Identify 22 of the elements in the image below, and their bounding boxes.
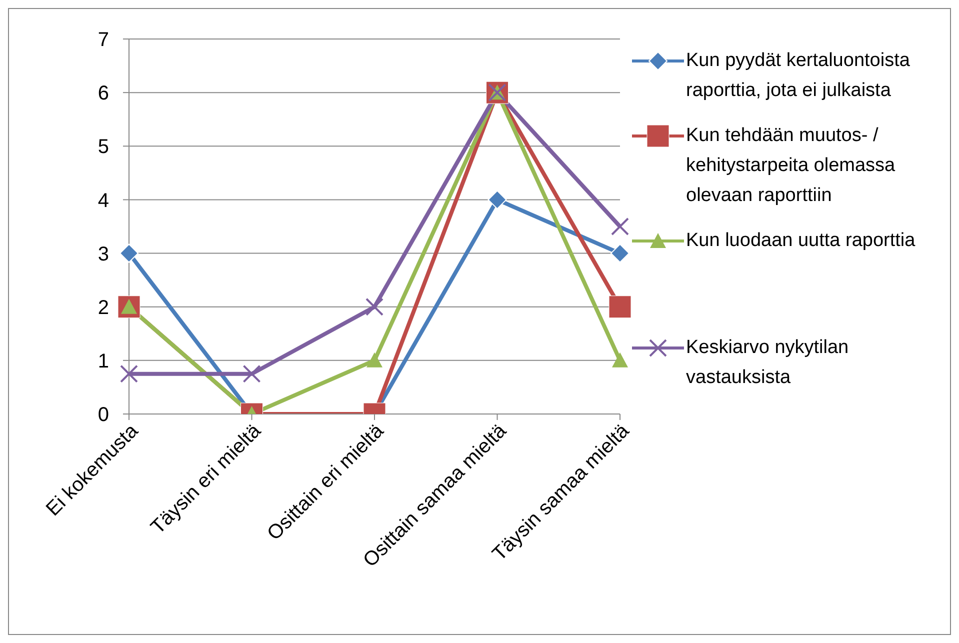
point (366, 298, 384, 316)
y-tick-label: 6 (98, 82, 109, 105)
y-tick-label: 0 (98, 404, 109, 426)
point (610, 244, 630, 263)
legend-label: Kun tehdään muutos- / kehitystarpeita olemassa olevaan raporttiin (686, 124, 896, 208)
legend-label: Kun luodaan uutta raporttia (686, 229, 916, 253)
y-tick-label: 5 (98, 136, 109, 158)
point (488, 190, 507, 210)
point (120, 364, 138, 383)
point (611, 218, 629, 236)
legend-label: Keskiarvo nykytilan vastauksista (686, 336, 850, 390)
point (120, 244, 138, 263)
y-tick-label: 3 (98, 243, 109, 266)
y-tick-label: 1 (98, 350, 109, 373)
point (612, 352, 628, 368)
y-tick-label: 2 (98, 296, 109, 319)
legend-label: Kun pyydät kertaluontoista raporttia, jota ei julkaista (686, 49, 911, 103)
point (366, 352, 382, 368)
y-tick-label: 4 (98, 190, 109, 212)
point (608, 296, 632, 318)
y-tick-label: 7 (98, 29, 109, 52)
point (242, 364, 261, 383)
